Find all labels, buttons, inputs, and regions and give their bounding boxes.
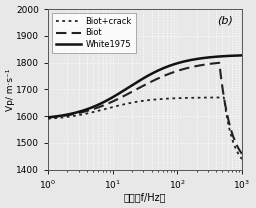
- Biot+crack: [66, 116, 69, 118]
- Biot+crack: [198, 97, 201, 99]
- Biot: [198, 64, 201, 67]
- Biot: [132, 90, 135, 92]
- White1975: [125, 88, 128, 90]
- Biot: [218, 62, 221, 64]
- Biot: [240, 152, 243, 155]
- Legend: Biot+crack, Biot, White1975: Biot+crack, Biot, White1975: [52, 13, 136, 53]
- Biot: [125, 93, 128, 96]
- Biot: [46, 116, 49, 119]
- Biot+crack: [180, 97, 183, 99]
- White1975: [46, 116, 49, 119]
- White1975: [132, 83, 135, 86]
- Biot+crack: [132, 101, 135, 104]
- Biot+crack: [46, 118, 49, 120]
- Biot: [201, 64, 204, 66]
- Line: Biot+crack: Biot+crack: [48, 98, 242, 159]
- White1975: [201, 57, 204, 59]
- White1975: [180, 61, 183, 63]
- Line: White1975: White1975: [48, 55, 242, 117]
- Biot+crack: [201, 96, 204, 99]
- Text: (b): (b): [217, 15, 233, 25]
- X-axis label: 频率（f/Hz）: 频率（f/Hz）: [124, 192, 166, 202]
- White1975: [66, 113, 69, 116]
- Biot: [66, 114, 69, 116]
- Y-axis label: Vp/ m·s⁻¹: Vp/ m·s⁻¹: [6, 68, 15, 110]
- Biot+crack: [125, 103, 128, 105]
- White1975: [198, 57, 201, 60]
- White1975: [240, 54, 243, 57]
- Line: Biot: Biot: [48, 63, 242, 154]
- Biot+crack: [240, 158, 243, 160]
- Biot+crack: [222, 96, 225, 99]
- Biot: [180, 68, 183, 71]
